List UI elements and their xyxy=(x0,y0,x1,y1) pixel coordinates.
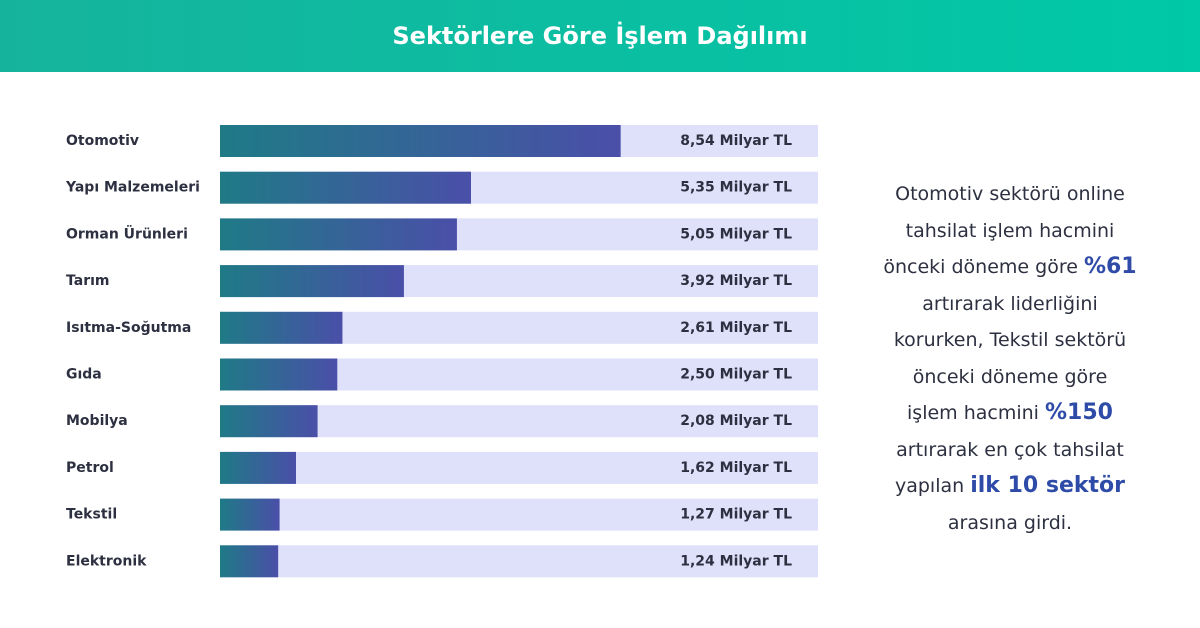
callout-line: yapılan ilk 10 sektör xyxy=(840,468,1180,505)
callout-line: korurken, Tekstil sektörü xyxy=(840,322,1180,359)
value-label: 3,92 Milyar TL xyxy=(680,273,792,289)
bar xyxy=(220,405,318,438)
bar xyxy=(220,125,621,157)
category-label: Gıda xyxy=(66,367,102,383)
callout: Otomotiv sektörü online tahsilat işlem ha… xyxy=(840,176,1180,541)
highlight: %61 xyxy=(1083,254,1137,279)
bar xyxy=(220,545,279,578)
bar-track xyxy=(220,405,818,438)
bar-track xyxy=(220,498,818,531)
value-label: 1,24 Milyar TL xyxy=(680,553,792,569)
value-label: 5,35 Milyar TL xyxy=(680,180,792,196)
value-label: 2,50 Milyar TL xyxy=(680,367,792,383)
highlight: %150 xyxy=(1045,400,1113,425)
category-label: Petrol xyxy=(66,460,114,476)
callout-line: önceki döneme göre xyxy=(840,359,1180,396)
callout-text: artırarak liderliğini xyxy=(922,292,1098,315)
callout-text: Otomotiv sektörü online xyxy=(895,183,1125,205)
chart-title: Sektörlere Göre İşlem Dağılımı xyxy=(0,0,1200,72)
value-label: 2,61 Milyar TL xyxy=(680,320,792,336)
callout-text: artırarak en çok tahsilat xyxy=(896,438,1124,461)
callout-line: işlem hacmini %150 xyxy=(840,395,1180,432)
bar xyxy=(220,498,280,531)
callout-text: yapılan xyxy=(894,475,971,497)
callout-line: Otomotiv sektörü online xyxy=(840,176,1180,213)
bar xyxy=(220,451,297,484)
callout-text: korurken, Tekstil sektörü xyxy=(893,329,1127,351)
callout-text: tahsilat işlem hacmini xyxy=(905,219,1115,242)
callout-line: artırarak liderliğini xyxy=(840,286,1180,323)
bar xyxy=(220,265,404,298)
callout-line: tahsilat işlem hacmini xyxy=(840,213,1180,250)
callout-text: arasına girdi. xyxy=(947,511,1073,534)
callout-text: önceki döneme göre xyxy=(883,256,1084,278)
callout-line: önceki döneme göre %61 xyxy=(840,249,1180,286)
callout-text: önceki döneme göre xyxy=(912,365,1108,388)
bar-track xyxy=(220,451,818,484)
value-label: 8,54 Milyar TL xyxy=(680,133,792,149)
callout-text: işlem hacmini xyxy=(907,402,1045,424)
value-label: 5,05 Milyar TL xyxy=(680,226,792,242)
category-label: Isıtma-Soğutma xyxy=(66,320,191,336)
value-label: 2,08 Milyar TL xyxy=(680,413,792,429)
value-label: 1,62 Milyar TL xyxy=(680,460,792,476)
category-label: Orman Ürünleri xyxy=(66,224,188,242)
category-label: Yapı Malzemeleri xyxy=(65,180,200,196)
callout-line: arasına girdi. xyxy=(840,505,1180,542)
bar-track xyxy=(220,545,818,578)
callout-line: artırarak en çok tahsilat xyxy=(840,432,1180,469)
value-label: 1,27 Milyar TL xyxy=(680,507,792,523)
highlight: ilk 10 sektör xyxy=(970,473,1125,498)
category-label: Elektronik xyxy=(66,553,147,569)
category-label: Otomotiv xyxy=(66,133,139,149)
bar xyxy=(220,311,343,344)
bar xyxy=(220,358,338,391)
category-label: Tarım xyxy=(66,273,109,289)
chart: Otomotiv 8,54 Milyar TL Yapı Malzemeleri 5,… xyxy=(65,125,818,578)
category-label: Mobilya xyxy=(66,413,128,429)
bar xyxy=(220,218,457,251)
category-label: Tekstil xyxy=(66,507,117,523)
bar xyxy=(220,171,471,204)
